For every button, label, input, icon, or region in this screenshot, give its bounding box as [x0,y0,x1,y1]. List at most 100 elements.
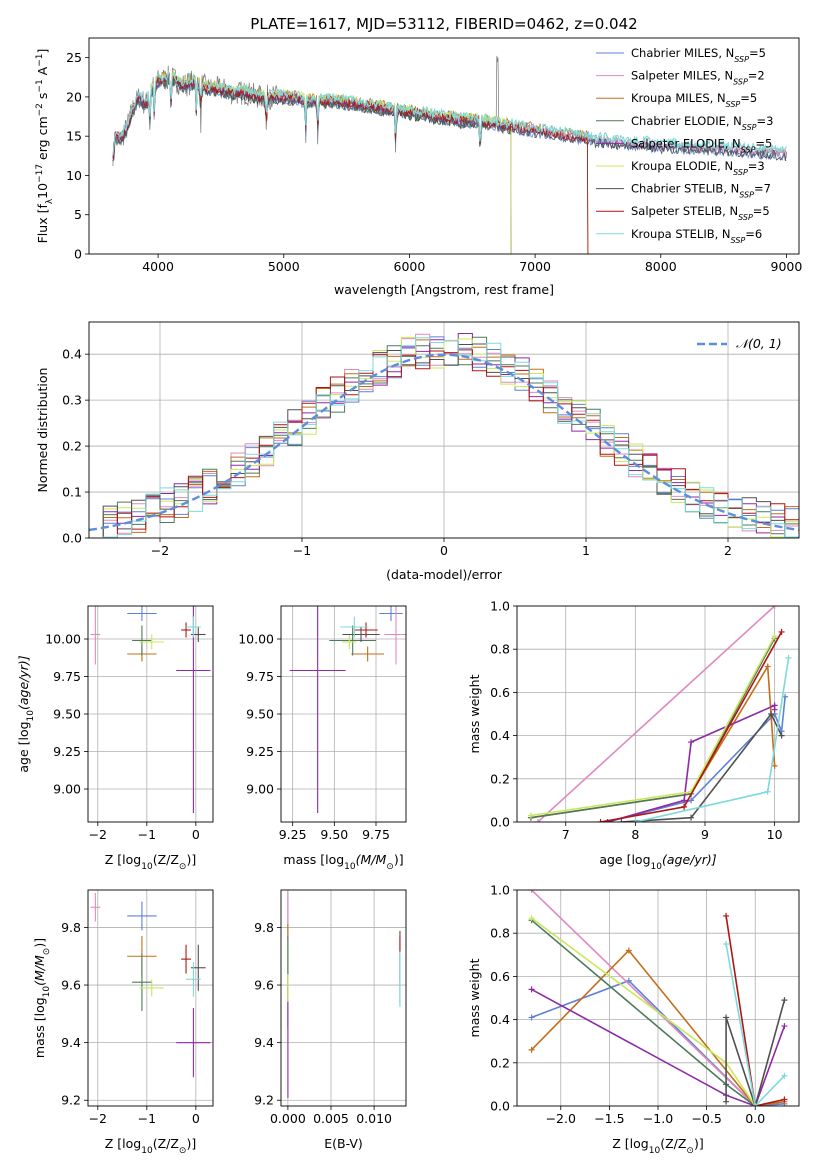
axes-frame [88,37,800,255]
label-part: =7 [754,182,771,196]
errorbar-point [176,1008,211,1078]
label-part: s [35,93,50,104]
errorbar-point [186,616,201,638]
errorbar-point [354,622,378,638]
y-tick-label: 0.2 [490,1055,510,1070]
label-part: )] [186,1136,196,1151]
errorbar-point [139,979,164,997]
label-part: −1 [35,79,45,92]
mass-weight-marker [688,814,695,821]
residual-histogram-kroupa_stelib [89,337,799,538]
mass-weight-marker [528,1014,535,1021]
x-tick-label: 9.50 [320,827,348,842]
label-part: SSP [733,168,748,177]
mass-weight-marker [632,819,639,822]
chart-mass-vs-ebv: 0.000 0.005 0.010 9.2 9.4 9.6 9.8 [254,889,407,1126]
chart-spectrum: 4000 5000 6000 7000 8000 9000 0 5 10 15 20 25 Chabri… [35,37,802,274]
label-part: age [log [599,852,650,867]
y-tick-label: 9.2 [61,1093,81,1108]
label-part: Salpeter STELIB, N [631,204,738,218]
x-tick-label: −1.0 [643,1111,673,1126]
axes-frame [88,321,800,539]
mass-weight-marker [534,819,541,822]
plot-area-massweight-vs-age [517,606,799,822]
x-tick-label: 7000 [519,259,551,274]
label-part: SSP [731,235,746,244]
errorbar-point [342,634,357,650]
plot-area-massweight-vs-Z [517,890,799,1106]
label-part: ⊙ [179,862,187,872]
mass-weight-marker [781,1072,788,1079]
label-part: SSP [742,122,757,131]
label-part: Z [log [105,1136,141,1151]
label-part: SSP [733,77,748,86]
x-tick-label: 0 [192,827,200,842]
plot-area-mass-vs-Z [88,890,213,1106]
label-part: ⊙ [686,1146,694,1156]
label-part: ⊙ [179,1146,187,1156]
legend-entry: Chabrier MILES, NSSP=5 [631,46,766,64]
y-tick-label: 0.4 [490,1012,510,1027]
y-tick-label: 9.50 [246,707,274,722]
mass-weight-track-kroupa_elodie [531,917,756,1106]
y-axis-label: age [log10(age/yr)] [16,655,36,772]
mass-weight-track-kroupa_miles [531,949,785,1106]
label-part: 10 [35,183,50,199]
mass-weight-marker [528,986,535,993]
mass-weight-track-salpeter_miles [537,606,776,822]
label-part: )] [186,852,196,867]
y-tick-label: 9.25 [246,744,274,759]
errorbar-point [181,944,191,974]
x-tick-label: −2 [89,827,107,842]
x-tick-label: −1 [138,1111,156,1126]
y-axis-label: mass [log10(M/M⊙)] [32,938,52,1058]
y-tick-label: 0.0 [62,531,82,546]
y-tick-label: 9.00 [53,782,81,797]
y-tick-label: 9.8 [254,920,274,935]
mass-weight-marker [771,706,778,713]
mass-weight-track-chabrier_elodie [531,919,756,1106]
label-part: erg cm [35,116,50,164]
plot-area-residuals [89,322,799,538]
y-tick-label: 25 [66,50,82,65]
label-part: (age/yr)] [662,852,717,867]
x-tick-label: 5000 [268,259,300,274]
mass-weight-marker [781,1023,788,1030]
x-axis-label: E(B-V) [324,1136,363,1151]
y-tick-label: 9.4 [61,1035,81,1050]
y-axis-label: Normed distribution [35,368,50,493]
y-tick-label: 1.0 [490,599,510,614]
label-part: (age/yr)] [16,655,31,710]
model-spectrum-line-kroupa_miles [112,69,589,254]
legend-entry: Kroupa STELIB, NSSP=6 [631,227,762,245]
y-tick-label: 10.00 [238,632,274,647]
errorbar-point [139,634,164,650]
label-part: =5 [749,46,766,60]
mass-weight-marker [625,947,632,954]
legend-entry: Salpeter MILES, NSSP=2 [631,69,765,87]
label-part: (M/M [32,955,47,986]
mass-weight-marker [723,912,730,919]
errorbar-point [351,646,384,662]
mass-weight-track-salpeter_elodie [607,704,776,822]
label-part: 10 [26,710,36,722]
label-part: Kroupa ELODIE, N [631,159,733,173]
x-axis-label: mass [log10(M/M⊙)] [283,852,403,872]
legend-entry: 𝒩(0, 1) [736,336,782,351]
x-tick-label: 0.010 [356,1111,392,1126]
mass-weight-marker [785,654,792,661]
label-part: )] [32,938,47,948]
label-part: −1 [35,54,45,67]
label-part: =5 [755,136,772,150]
label-part: SSP [738,213,753,222]
x-tick-label: 0 [192,1111,200,1126]
chart-age-vs-mass: 9.25 9.50 9.75 9.00 9.25 9.50 9.75 10.00 mass [l… [238,605,407,872]
x-axis-label: Z [log10(Z/Z⊙)] [105,852,196,872]
x-tick-label: −2 [89,1111,107,1126]
y-tick-label: 9.8 [61,920,81,935]
mass-weight-marker [723,1014,730,1021]
x-tick-label: 9 [701,827,709,842]
legend-entry: Chabrier STELIB, NSSP=7 [631,182,771,200]
label-part: Kroupa STELIB, N [631,227,731,241]
